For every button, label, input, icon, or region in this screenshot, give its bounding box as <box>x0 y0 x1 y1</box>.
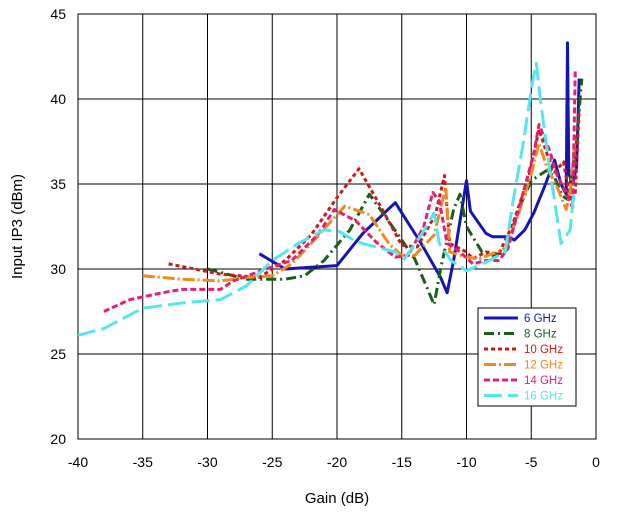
x-tick-label: -5 <box>525 454 538 470</box>
y-tick-label: 25 <box>50 346 66 362</box>
legend-label-5: 14 GHz <box>524 375 563 387</box>
legend-box <box>477 307 577 407</box>
x-tick-label: -25 <box>262 454 282 470</box>
y-tick-label: 40 <box>50 91 66 107</box>
y-axis-label: Input IP3 (dBm) <box>9 174 26 279</box>
plot-area-frame <box>77 13 597 440</box>
axis-ticks: -40 -35 -30 -25 -20 -15 -10 -5 0 20 25 30 35 40 45 <box>50 6 600 470</box>
y-tick-label: 20 <box>50 431 66 447</box>
x-tick-label: -35 <box>133 454 153 470</box>
x-axis-label: Gain (dB) <box>305 490 369 507</box>
legend-label-1: 6 GHz <box>524 313 557 325</box>
x-tick-label: -30 <box>197 454 217 470</box>
legend-label-6: 16 GHz <box>524 391 563 403</box>
series-line-5 <box>103 68 577 313</box>
x-tick-label: -20 <box>327 454 347 470</box>
legend: 6 GHz 8 GHz 10 GHz 12 GHz 14 GHz 16 GHz <box>477 307 577 407</box>
x-tick-label: -15 <box>392 454 412 470</box>
legend-label-4: 12 GHz <box>524 360 563 372</box>
x-tick-label: -40 <box>68 454 88 470</box>
x-tick-label: -10 <box>456 454 476 470</box>
grid-lines <box>77 13 597 440</box>
series-line-6 <box>77 61 576 337</box>
y-tick-label: 45 <box>50 6 66 22</box>
legend-label-3: 10 GHz <box>524 344 563 356</box>
y-tick-label: 30 <box>50 261 66 277</box>
x-tick-label: 0 <box>592 454 600 470</box>
y-tick-label: 35 <box>50 176 66 192</box>
legend-label-2: 8 GHz <box>524 329 557 341</box>
series-line-3 <box>168 109 581 279</box>
series-line-4 <box>142 136 577 283</box>
series-lines <box>77 41 584 337</box>
